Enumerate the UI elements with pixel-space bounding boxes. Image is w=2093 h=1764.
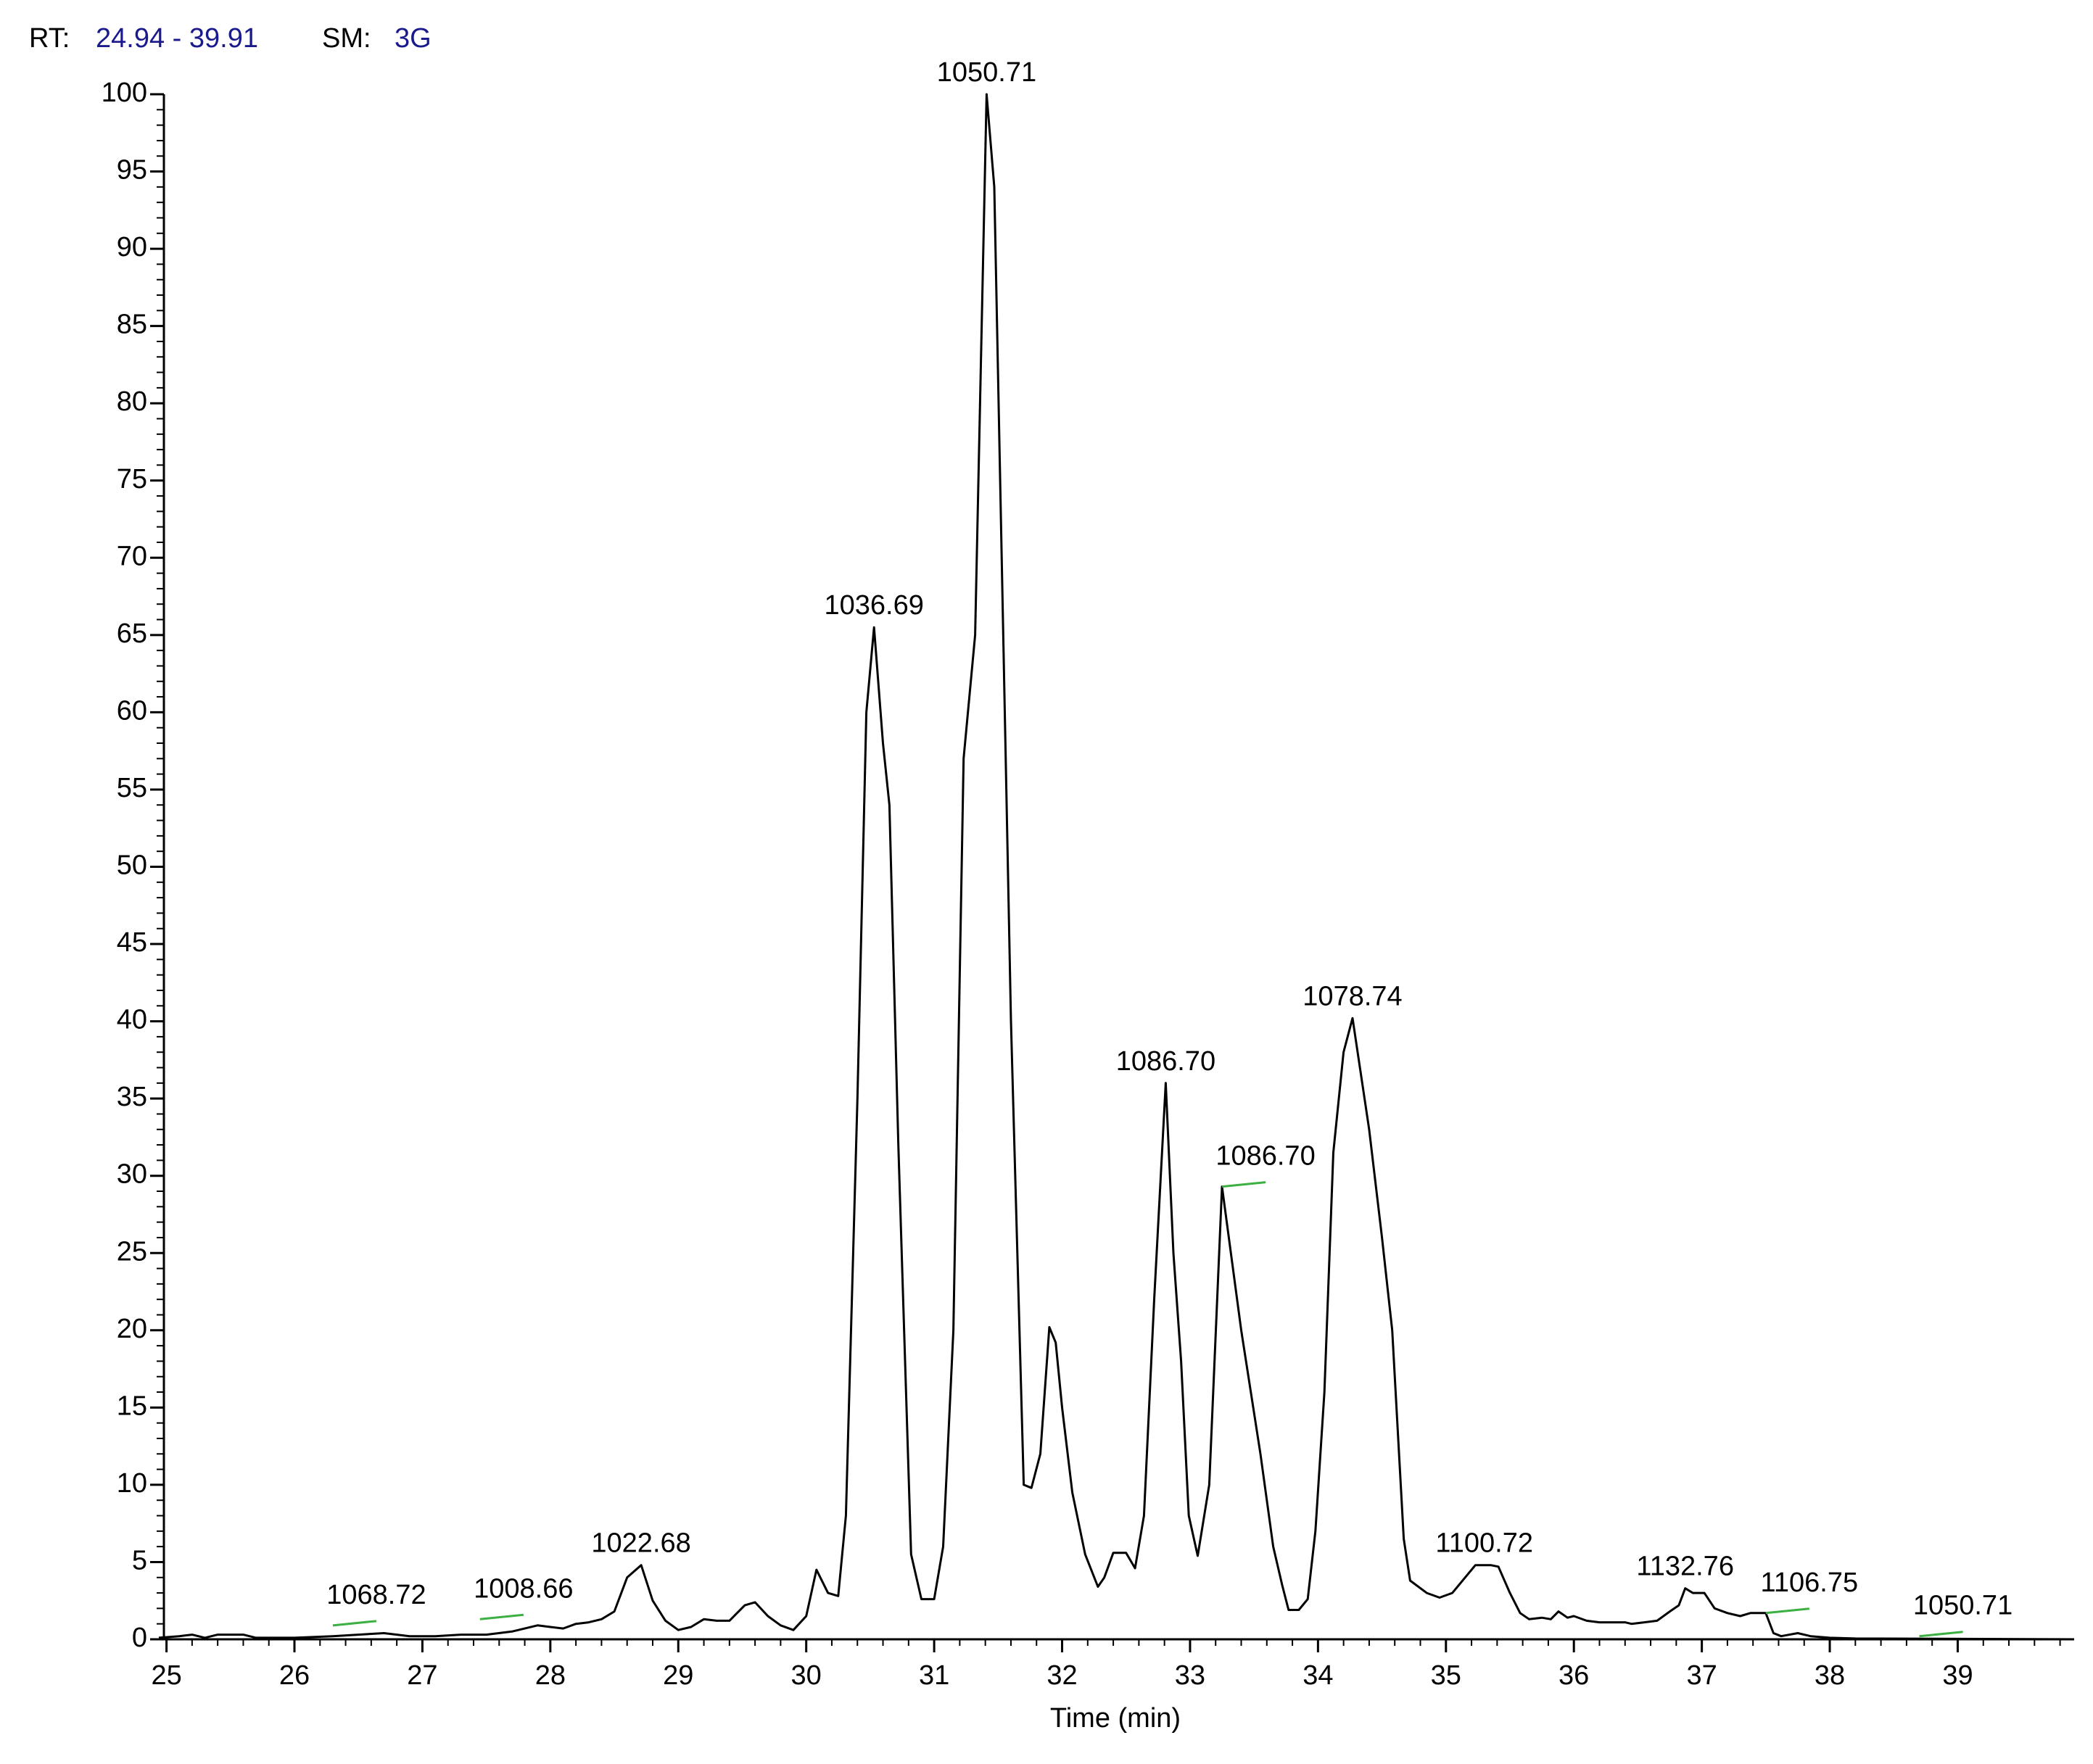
x-tick-label: 33 — [1175, 1660, 1205, 1691]
annotation-label: 1050.71 — [937, 57, 1036, 88]
annotation-label: 1022.68 — [591, 1528, 690, 1559]
x-axis-title: Time (min) — [1050, 1703, 1181, 1734]
y-tick-label: 55 — [117, 773, 147, 803]
x-tick-label: 32 — [1046, 1660, 1077, 1691]
x-tick-label: 34 — [1303, 1660, 1333, 1691]
y-tick-label: 0 — [132, 1623, 147, 1653]
annotation-label: 1100.72 — [1435, 1528, 1533, 1559]
y-tick-label: 5 — [132, 1545, 147, 1575]
annotation-label: 1106.75 — [1761, 1568, 1859, 1598]
x-tick-label: 38 — [1815, 1660, 1845, 1691]
annotation-flag — [1765, 1607, 1809, 1615]
rt-label: RT: — [29, 23, 70, 54]
x-tick-label: 27 — [407, 1660, 437, 1691]
y-tick-label: 100 — [102, 78, 147, 108]
y-tick-label: 65 — [117, 618, 147, 649]
sm-value: 3G — [395, 23, 432, 54]
annotation-label: 1086.70 — [1215, 1141, 1315, 1172]
y-tick-label: 15 — [117, 1391, 147, 1421]
y-tick-label: 60 — [117, 695, 147, 726]
annotation-label: 1078.74 — [1303, 981, 1402, 1011]
y-tick-label: 20 — [117, 1314, 147, 1344]
annotation-flag — [1919, 1631, 1963, 1638]
sm-label: SM: — [322, 23, 371, 54]
annotation-flag — [332, 1620, 377, 1627]
annotation-label: 1068.72 — [326, 1580, 426, 1610]
y-tick-label: 40 — [117, 1005, 147, 1035]
y-tick-label: 10 — [117, 1468, 147, 1499]
x-tick-label: 30 — [791, 1660, 822, 1691]
y-tick-label: 70 — [117, 541, 147, 571]
x-tick-label: 26 — [279, 1660, 310, 1691]
y-tick-label: 30 — [117, 1159, 147, 1190]
x-tick-label: 35 — [1431, 1660, 1461, 1691]
trace — [158, 93, 2075, 1641]
x-tick-label: 29 — [663, 1660, 693, 1691]
y-tick-label: 80 — [117, 386, 147, 417]
annotation-label: 1050.71 — [1913, 1591, 2012, 1621]
annotation-label: 1086.70 — [1116, 1046, 1215, 1077]
y-tick-label: 90 — [117, 232, 147, 262]
rt-value: 24.94 - 39.91 — [96, 23, 258, 54]
x-tick-label: 28 — [535, 1660, 566, 1691]
y-tick-label: 25 — [117, 1236, 147, 1267]
y-tick-label: 85 — [117, 310, 147, 340]
annotation-flag — [1221, 1181, 1266, 1188]
x-tick-label: 25 — [151, 1660, 181, 1691]
y-tick-label: 45 — [117, 927, 147, 958]
annotation-label: 1036.69 — [824, 590, 923, 621]
annotation-label: 1008.66 — [474, 1573, 573, 1604]
y-tick-label: 50 — [117, 850, 147, 881]
x-tick-label: 31 — [919, 1660, 949, 1691]
y-tick-label: 75 — [117, 464, 147, 494]
x-tick-label: 39 — [1942, 1660, 1973, 1691]
y-tick-label: 95 — [117, 155, 147, 186]
x-tick-label: 36 — [1559, 1660, 1589, 1691]
x-tick-label: 37 — [1686, 1660, 1717, 1691]
annotation-flag — [479, 1613, 524, 1620]
y-tick-label: 35 — [117, 1082, 147, 1112]
annotation-label: 1132.76 — [1636, 1552, 1734, 1582]
